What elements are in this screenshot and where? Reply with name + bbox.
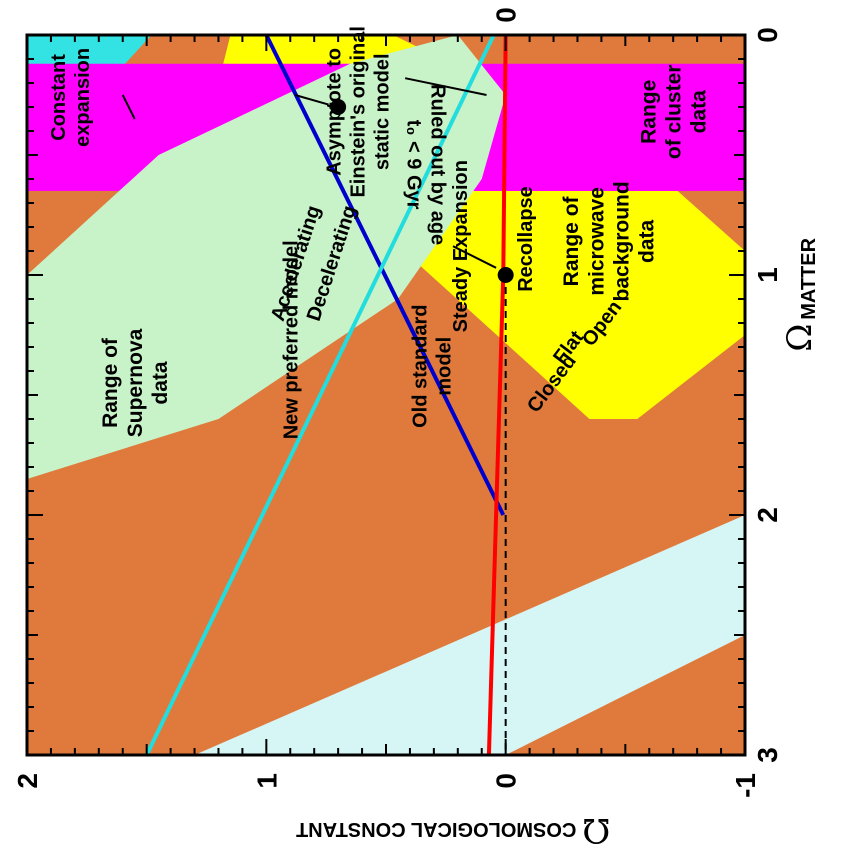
line-accel-decel xyxy=(144,34,496,756)
x-tick-text: 2 xyxy=(752,507,783,523)
annotation-cluster: Range of cluster data xyxy=(637,65,710,160)
x-axis-label: Ω MATTER xyxy=(780,237,820,351)
chart-ticks xyxy=(26,34,746,756)
annotation-text: model xyxy=(433,337,455,396)
y-axis-label: Ω COSMOLOGICAL CONSTANT xyxy=(296,810,610,850)
annotation-text: Einstein's original xyxy=(347,26,369,197)
annotation-new-preferred: New preferred model xyxy=(280,240,302,439)
annotation-text: Range of xyxy=(560,195,583,286)
annotation-text: background xyxy=(611,181,634,301)
annotation-text: Constant xyxy=(48,54,70,141)
annotation-text: microwave xyxy=(585,187,608,296)
x-tick-text: 1 xyxy=(752,267,783,283)
annotation-text: New preferred model xyxy=(280,240,302,439)
y-tick-label: 1 xyxy=(251,773,282,789)
region-ruled-out xyxy=(27,515,745,755)
y-tick-text: 0 xyxy=(491,7,522,23)
annotation-text: t₀ < 9 Gyr xyxy=(403,120,425,210)
annotation-text: expansion xyxy=(72,48,94,147)
x-tick-label: 2 xyxy=(752,507,783,523)
annotation-old-standard: Old standard model xyxy=(409,305,455,428)
annotation-text: Range xyxy=(637,80,660,144)
chart-lines xyxy=(121,34,508,756)
annotation-text: Ruled out by age xyxy=(427,84,449,245)
y-axis-text: COSMOLOGICAL CONSTANT xyxy=(296,818,576,840)
line-flat xyxy=(264,34,506,516)
point-old-standard xyxy=(497,267,514,283)
annotation-asymptote: Asymptote to Einstein's original static mo… xyxy=(323,26,393,197)
annotation-text: static model xyxy=(371,53,393,170)
chart-points xyxy=(330,99,514,283)
leader-asymptote xyxy=(404,77,487,96)
annotation-text: Old standard xyxy=(409,305,431,428)
annotation-text: data xyxy=(636,219,659,263)
x-tick-text: 3 xyxy=(752,747,783,763)
annotation-recollapse: Recollapse xyxy=(515,186,537,292)
y-tick-label: 0 xyxy=(491,773,522,789)
y-tick-text: 0 xyxy=(491,773,522,789)
y-tick-text: 1 xyxy=(251,773,282,789)
annotation-text: Recollapse xyxy=(515,186,537,292)
x-axis-symbol: Ω xyxy=(780,324,820,352)
annotation-text: data xyxy=(688,90,711,134)
annotation-text: Range of xyxy=(99,337,122,428)
annotation-text: Steady Expansion xyxy=(450,160,472,332)
annotation-constant-expansion: Constant expansion xyxy=(48,48,94,147)
x-tick-label: 0 xyxy=(752,27,783,43)
annotation-steady-expansion: Steady Expansion xyxy=(450,160,472,332)
x-axis-text: MATTER xyxy=(798,237,820,319)
y-tick-label-top: 0 xyxy=(491,7,522,23)
annotation-text: Supernova xyxy=(124,328,147,437)
annotation-microwave: Range of microwave background data xyxy=(560,181,659,301)
y-tick-label: 2 xyxy=(12,773,43,789)
annotation-text: of cluster xyxy=(663,65,686,160)
y-tick-label: -1 xyxy=(730,773,761,798)
y-axis-symbol: Ω xyxy=(582,810,610,850)
leader-constant-expansion xyxy=(121,94,136,120)
leader-new-preferred xyxy=(294,94,329,106)
region-supernova xyxy=(27,35,506,479)
y-tick-text: -1 xyxy=(730,773,761,798)
axis-labels: Ω MATTER Ω COSMOLOGICAL CONSTANT xyxy=(296,237,820,850)
tick-labels: 0 1 2 3 -1 0 1 2 0 xyxy=(12,7,783,798)
y-tick-text: 2 xyxy=(12,773,43,789)
chart-regions xyxy=(27,35,745,755)
x-tick-label: 1 xyxy=(752,267,783,283)
point-new-preferred xyxy=(330,99,347,115)
x-tick-label: 3 xyxy=(752,747,783,763)
line-steady-expansion xyxy=(486,34,508,756)
x-tick-text: 0 xyxy=(752,27,783,43)
annotation-text: data xyxy=(149,361,172,405)
leader-old-standard xyxy=(452,245,497,269)
annotation-supernova: Range of Supernova data xyxy=(99,328,172,437)
